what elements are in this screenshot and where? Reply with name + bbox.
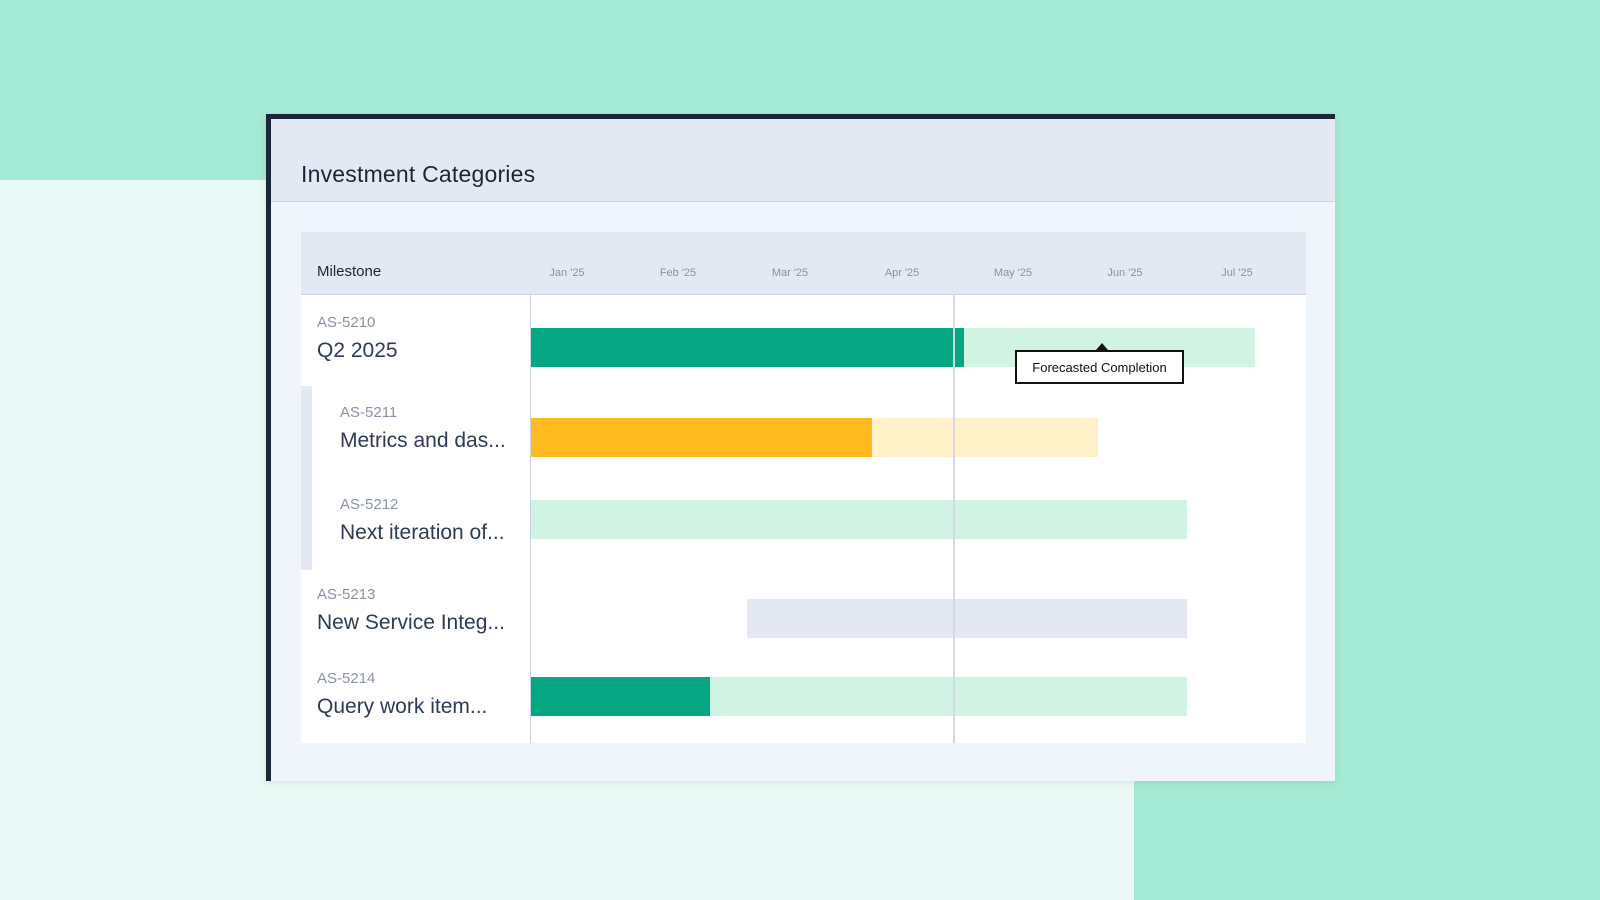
milestone-name-query-work-item[interactable]: Query work item... [317,695,488,718]
milestone-name-metrics[interactable]: Metrics and das... [340,429,506,452]
planned-bar-as-5213[interactable] [747,599,1187,638]
today-marker-line [953,294,955,743]
investment-categories-window: Investment Categories Milestone Jan '25 … [266,114,1335,781]
milestone-id-as-5211[interactable]: AS-5211 [340,404,398,421]
milestone-name-next-iteration[interactable]: Next iteration of... [340,521,505,544]
month-label-jun: Jun '25 [1107,267,1143,279]
window-header: Investment Categories [271,119,1335,202]
milestone-name-new-service[interactable]: New Service Integ... [317,611,505,634]
month-label-apr: Apr '25 [884,267,920,279]
roadmap-timeline: Milestone Jan '25 Feb '25 Mar '25 Apr '2… [301,232,1306,743]
milestone-id-as-5210[interactable]: AS-5210 [317,314,376,331]
column-divider [530,294,531,743]
month-label-may: May '25 [993,267,1033,279]
background-panel-bottom [0,780,1134,900]
forecasted-completion-tooltip: Forecasted Completion [1015,350,1184,384]
month-label-jan: Jan '25 [549,267,585,279]
tooltip-pointer [1096,343,1108,350]
month-label-feb: Feb '25 [659,267,697,279]
planned-bar-as-5212[interactable] [531,500,1187,539]
milestone-id-as-5212[interactable]: AS-5212 [340,496,399,513]
progress-bar-as-5211[interactable] [531,418,872,457]
milestone-column-header: Milestone [317,263,382,280]
milestone-id-as-5213[interactable]: AS-5213 [317,586,376,603]
month-label-jul: Jul '25 [1221,267,1253,279]
page-title: Investment Categories [301,161,536,187]
progress-bar-as-5210[interactable] [531,328,964,367]
month-label-mar: Mar '25 [771,267,809,279]
milestone-id-as-5214[interactable]: AS-5214 [317,670,376,687]
timeline-header: Milestone Jan '25 Feb '25 Mar '25 Apr '2… [301,232,1306,295]
milestone-name-q2-2025[interactable]: Q2 2025 [317,339,398,362]
progress-bar-as-5214[interactable] [531,677,710,716]
child-indent-indicator [301,386,312,570]
